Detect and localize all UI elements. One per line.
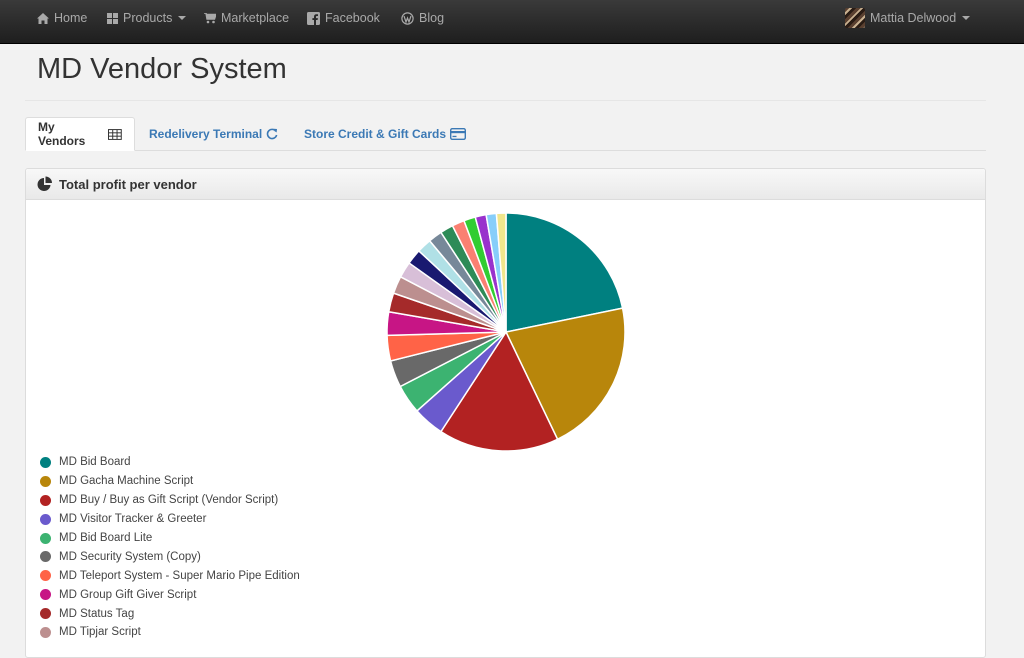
- panel-title: Total profit per vendor: [59, 176, 197, 192]
- legend-swatch: [40, 570, 51, 582]
- refresh-icon: [266, 128, 278, 140]
- table-icon: [108, 128, 122, 140]
- facebook-icon: [307, 11, 320, 25]
- top-navbar: Home Products Marketplace Facebook Blog …: [0, 0, 1024, 44]
- home-icon: [37, 12, 49, 24]
- tab-store-credit-gift-cards[interactable]: Store Credit & Gift Cards: [292, 117, 478, 151]
- legend-item: MD Bid Board: [40, 453, 300, 472]
- legend-swatch: [40, 475, 51, 487]
- nav-facebook[interactable]: Facebook: [307, 0, 380, 36]
- legend-label: MD Security System (Copy): [59, 550, 201, 563]
- cart-icon: [204, 12, 216, 23]
- caret-down-icon: [962, 16, 971, 20]
- legend-item: MD Teleport System - Super Mario Pipe Ed…: [40, 566, 300, 585]
- legend-item: MD Buy / Buy as Gift Script (Vendor Scri…: [40, 491, 300, 510]
- nav-marketplace-label: Marketplace: [221, 11, 290, 25]
- title-divider: [25, 100, 986, 101]
- nav-blog[interactable]: Blog: [401, 0, 444, 36]
- legend-swatch: [40, 494, 51, 506]
- legend-swatch: [40, 513, 51, 525]
- legend-item: MD Group Gift Giver Script: [40, 585, 300, 604]
- credit-card-icon: [450, 128, 467, 140]
- tab-redelivery-terminal[interactable]: Redelivery Terminal: [137, 117, 290, 151]
- legend-swatch: [40, 551, 51, 563]
- legend-swatch: [40, 456, 51, 468]
- caret-down-icon: [178, 16, 187, 20]
- legend-label: MD Group Gift Giver Script: [59, 588, 197, 601]
- legend-label: MD Status Tag: [59, 607, 135, 620]
- legend-swatch: [40, 532, 51, 544]
- avatar: [845, 8, 865, 28]
- nav-home[interactable]: Home: [37, 0, 87, 36]
- tab-label: My Vendors: [38, 120, 86, 148]
- nav-blog-label: Blog: [419, 11, 445, 25]
- legend-item: MD Tipjar Script: [40, 623, 300, 642]
- user-menu-dropdown[interactable]: Mattia Delwood: [845, 0, 971, 36]
- tab-label: Store Credit & Gift Cards: [304, 127, 447, 141]
- page-title: MD Vendor System: [37, 53, 287, 85]
- legend-label: MD Bid Board: [59, 456, 131, 469]
- panel-heading: Total profit per vendor: [26, 169, 985, 200]
- grid-icon: [107, 12, 118, 24]
- legend-item: MD Gacha Machine Script: [40, 472, 300, 491]
- legend-item: MD Security System (Copy): [40, 547, 300, 566]
- legend-label: MD Teleport System - Super Mario Pipe Ed…: [59, 569, 300, 582]
- tab-my-vendors[interactable]: My Vendors: [25, 117, 135, 151]
- legend-label: MD Visitor Tracker & Greeter: [59, 513, 207, 526]
- legend-item: MD Status Tag: [40, 604, 300, 623]
- legend-label: MD Tipjar Script: [59, 626, 141, 639]
- pie-chart-icon: [37, 176, 52, 191]
- tab-label: Redelivery Terminal: [149, 127, 263, 141]
- wordpress-icon: [401, 11, 414, 25]
- tabs-divider: [25, 150, 986, 151]
- nav-products-label: Products: [123, 11, 173, 25]
- legend-label: MD Gacha Machine Script: [59, 475, 194, 488]
- legend-swatch: [40, 589, 51, 601]
- nav-products-dropdown[interactable]: Products: [107, 0, 187, 36]
- legend-item: MD Bid Board Lite: [40, 529, 300, 548]
- legend-label: MD Buy / Buy as Gift Script (Vendor Scri…: [59, 494, 279, 507]
- legend-swatch: [40, 608, 51, 620]
- legend-label: MD Bid Board Lite: [59, 532, 153, 544]
- nav-home-label: Home: [54, 11, 88, 25]
- user-name: Mattia Delwood: [870, 11, 957, 25]
- chart-legend: MD Bid Board MD Gacha Machine Script MD Bu…: [40, 453, 300, 642]
- legend-item: MD Visitor Tracker & Greeter: [40, 510, 300, 529]
- legend-swatch: [40, 626, 51, 638]
- nav-marketplace[interactable]: Marketplace: [204, 0, 289, 36]
- nav-facebook-label: Facebook: [325, 11, 380, 25]
